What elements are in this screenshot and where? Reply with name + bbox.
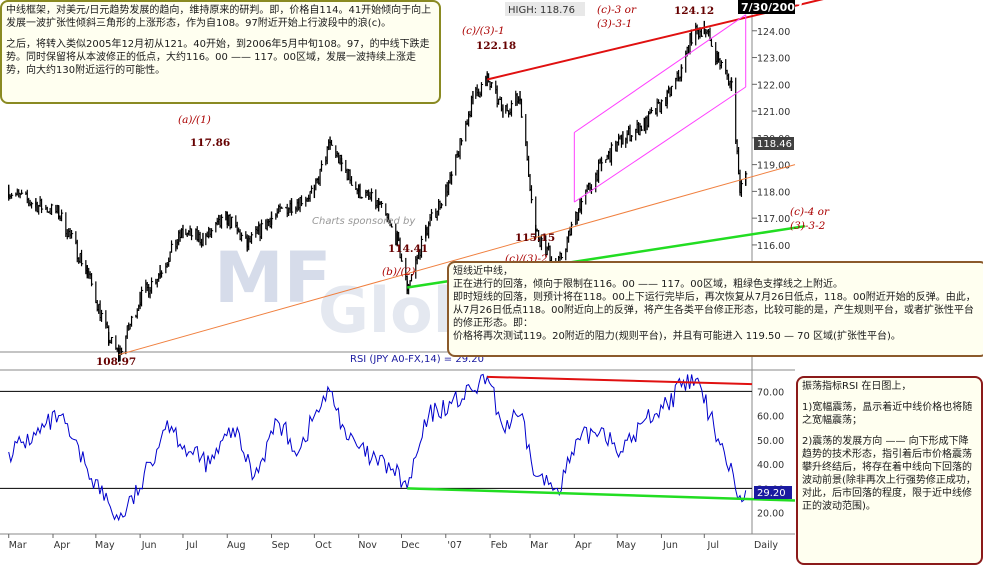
price-tick-label: 124.00 <box>757 27 790 38</box>
chart-annotation: (3)-3-1 <box>597 18 632 30</box>
chart-annotation: (b)/(2) <box>382 266 415 278</box>
chart-annotation: (c)-3 or <box>597 4 637 16</box>
rsi-series <box>8 373 747 522</box>
long-term-trendline <box>118 164 796 356</box>
note-top-p1: 中线框架，对美元/日元趋势发展的趋向，维持原来的研判。即，价格自114。41开始… <box>6 5 432 29</box>
note-rsi-p1: 振荡指标RSI 在日图上， <box>802 381 912 392</box>
price-tick-label: 117.00 <box>757 214 790 225</box>
chart-annotation: 114.41 <box>388 243 428 255</box>
x-tick-label: Apr <box>54 540 71 551</box>
date-label: 7/30/2007 <box>741 1 803 14</box>
x-tick-label: Jul <box>185 540 197 551</box>
high-value: 118.76 <box>540 5 575 16</box>
chart-annotation: (c)-4 or <box>790 206 830 218</box>
note-short-term: 短线近中线， 正在进行的回落，倾向于限制在116。00 —— 117。00区域，… <box>447 261 983 357</box>
high-readout: HIGH: 118.76 <box>505 2 585 16</box>
x-tick-label: Aug <box>227 540 246 551</box>
price-tick-label: 119.00 <box>757 161 790 172</box>
note-mid-p2: 正在进行的回落，倾向于限制在116。00 —— 117。00区域，粗绿色支撑线之… <box>453 279 843 290</box>
wave-labels: 122.18 (c)/(3)-1 (c)-3 or (3)-3-1 124.12 (a)/… <box>96 4 830 368</box>
channel-lower <box>574 86 746 203</box>
x-tick-label: May <box>95 540 115 551</box>
price-tick-label: 123.00 <box>757 54 790 65</box>
chart-annotation: (a)/(1) <box>178 114 211 126</box>
rsi-title: RSI (JPY A0-FX,14) = 29.20 <box>350 354 484 365</box>
rsi-tick-label: 60.00 <box>757 412 784 423</box>
rsi-tick-label: 70.00 <box>757 387 784 398</box>
x-tick-label: Mar <box>530 540 548 551</box>
rsi-tick-label: 40.00 <box>757 460 784 471</box>
x-tick-label: Daily <box>754 540 778 551</box>
x-tick-label: Jul <box>707 540 719 551</box>
chart-annotation: 122.18 <box>476 40 516 52</box>
price-tick-label: 116.00 <box>757 241 790 252</box>
chart-annotation: 115.15 <box>515 232 555 244</box>
chart-annotation: (3)-3-2 <box>790 220 826 232</box>
note-top-p2: 之后，将转入类似2005年12月初从121。40开始，到2006年5月中旬108… <box>6 39 430 76</box>
watermark-mf: MF <box>214 237 331 319</box>
rsi-tick-label: 20.00 <box>757 509 784 520</box>
rsi-support-line <box>407 487 796 502</box>
x-tick-label: Dec <box>401 540 419 551</box>
x-tick-label: Jun <box>141 540 157 551</box>
note-rsi-p2: 1)宽幅震荡，昷示着近中线价格也将随之宽幅震荡； <box>802 402 973 426</box>
chart-annotation: (c)/(3)-1 <box>462 25 505 37</box>
note-medium-term: 中线框架，对美元/日元趋势发展的趋向，维持原来的研判。即，价格自114。41开始… <box>0 0 441 104</box>
date-readout: 7/30/2007 <box>738 0 803 14</box>
channel-upper <box>574 14 746 133</box>
x-tick-label: Jun <box>662 540 678 551</box>
note-mid-p4: 价格将再次测试119。20附近的阻力(规则平台)，并且有可能进入 119.50 … <box>453 331 901 342</box>
x-tick-label: '07 <box>447 540 462 551</box>
note-rsi: 振荡指标RSI 在日图上， 1)宽幅震荡，昷示着近中线价格也将随之宽幅震荡； 2… <box>796 376 983 565</box>
last-price-tag: 118.46 <box>754 137 794 150</box>
note-mid-p3: 即时短线的回落，则预计将在118。00上下运行完毕后，再次恢复从7月26日低点，… <box>453 292 976 329</box>
rsi-line <box>8 373 747 522</box>
price-tick-label: 121.00 <box>757 107 790 118</box>
x-tick-label: May <box>616 540 636 551</box>
x-tick-label: Nov <box>358 540 377 551</box>
price-series <box>8 20 748 363</box>
chart-annotation: 108.97 <box>96 356 136 368</box>
rsi-resistance-line <box>487 375 753 386</box>
x-tick-label: Mar <box>9 540 27 551</box>
rsi-tick-label: 50.00 <box>757 436 784 447</box>
note-rsi-p3: 2)震荡的发展方向 —— 向下形成下降趋势的技术形态，指引着后市价格震荡攀升终结… <box>802 436 976 512</box>
x-tick-label: Feb <box>491 540 508 551</box>
chart-annotation: 117.86 <box>190 137 230 149</box>
x-tick-label: Oct <box>315 540 332 551</box>
trendlines <box>118 0 824 502</box>
x-tick-label: Apr <box>575 540 592 551</box>
last-price-value: 118.46 <box>757 139 792 150</box>
price-tick-label: 118.00 <box>757 187 790 198</box>
note-mid-p1: 短线近中线， <box>453 266 513 277</box>
high-label: HIGH: <box>508 5 537 16</box>
chart-annotation: 124.12 <box>674 5 714 17</box>
sponsor-text: Charts sponsored by <box>312 216 416 227</box>
price-tick-label: 122.00 <box>757 80 790 91</box>
rsi-tag: 29.20 <box>754 486 792 499</box>
rsi-value: 29.20 <box>757 488 786 499</box>
x-axis: Mar Apr May Jun Jul Aug Sep Oct Nov Dec '07 Feb Mar A… <box>8 534 778 551</box>
x-tick-label: Sep <box>272 540 290 551</box>
